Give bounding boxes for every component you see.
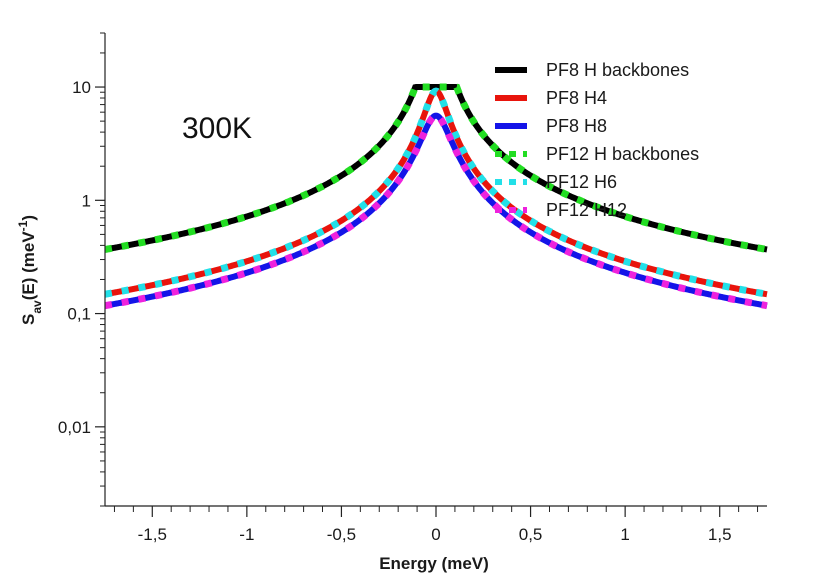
legend: PF8 H backbones PF8 H4 PF8 H8 PF12 H bac… xyxy=(495,60,699,220)
legend-label-1: PF8 H4 xyxy=(546,88,607,108)
x-tick-label: -0,5 xyxy=(327,525,356,544)
y-tick-label: 0,1 xyxy=(67,305,91,324)
series-line-4 xyxy=(104,87,768,298)
temperature-annotation: 300K xyxy=(182,112,252,145)
y-axis-title: Sav(E) (meV-1) xyxy=(16,215,44,325)
legend-label-3: PF12 H backbones xyxy=(546,144,699,164)
plot-layer xyxy=(104,83,768,310)
series-line-0 xyxy=(104,84,768,253)
y-tick-label: 1 xyxy=(82,191,91,210)
y-axis-title-sub: av xyxy=(30,300,44,314)
x-tick-label: 1 xyxy=(620,525,629,544)
legend-label-2: PF8 H8 xyxy=(546,116,607,136)
series-line-2 xyxy=(104,112,768,309)
legend-label-4: PF12 H6 xyxy=(546,172,617,192)
x-tick-label: 1,5 xyxy=(708,525,732,544)
x-tick-label: -1,5 xyxy=(138,525,167,544)
x-tick-label: -1 xyxy=(239,525,254,544)
ticks-layer: -1,5 -1 -0,5 0 0,5 1 1,5 0,01 0,1 1 10 xyxy=(58,32,759,544)
y-tick-label: 0,01 xyxy=(58,418,91,437)
x-axis-title: Energy (meV) xyxy=(379,554,489,573)
axes-layer xyxy=(104,33,767,507)
x-tick-label: 0 xyxy=(431,525,440,544)
legend-label-5: PF12 H12 xyxy=(546,200,627,220)
y-axis-title-sup: -1 xyxy=(16,220,30,231)
y-tick-label: 10 xyxy=(72,78,91,97)
x-tick-label: 0,5 xyxy=(519,525,543,544)
y-axis-title-end: ) xyxy=(19,215,38,221)
legend-label-0: PF8 H backbones xyxy=(546,60,689,80)
y-axis-title-mid: (E) (meV xyxy=(19,231,38,301)
y-axis-title-main: S xyxy=(19,314,38,325)
